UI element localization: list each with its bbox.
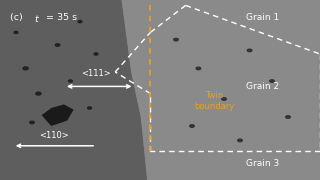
Circle shape bbox=[247, 49, 252, 52]
Polygon shape bbox=[122, 0, 320, 180]
Circle shape bbox=[78, 21, 82, 23]
Circle shape bbox=[36, 92, 41, 95]
Circle shape bbox=[23, 67, 28, 70]
Text: <110>: <110> bbox=[40, 130, 69, 140]
Text: Twin
boundary: Twin boundary bbox=[194, 91, 235, 111]
Circle shape bbox=[68, 80, 72, 82]
Circle shape bbox=[174, 38, 178, 41]
Text: = 35 s: = 35 s bbox=[43, 13, 77, 22]
Circle shape bbox=[55, 44, 60, 46]
Text: $t$: $t$ bbox=[34, 13, 40, 24]
Text: (c): (c) bbox=[10, 13, 25, 22]
Polygon shape bbox=[0, 0, 147, 180]
Circle shape bbox=[196, 67, 201, 70]
Polygon shape bbox=[42, 104, 74, 126]
Text: Grain 1: Grain 1 bbox=[246, 14, 279, 22]
Text: <111>: <111> bbox=[81, 69, 111, 78]
Text: Grain 2: Grain 2 bbox=[246, 82, 279, 91]
Circle shape bbox=[190, 125, 194, 127]
Circle shape bbox=[270, 80, 274, 82]
Circle shape bbox=[14, 31, 18, 33]
Circle shape bbox=[238, 139, 242, 142]
Text: Grain 3: Grain 3 bbox=[246, 159, 279, 168]
Circle shape bbox=[94, 53, 98, 55]
Circle shape bbox=[30, 121, 34, 124]
Circle shape bbox=[88, 107, 92, 109]
Circle shape bbox=[222, 98, 226, 100]
Circle shape bbox=[286, 116, 290, 118]
